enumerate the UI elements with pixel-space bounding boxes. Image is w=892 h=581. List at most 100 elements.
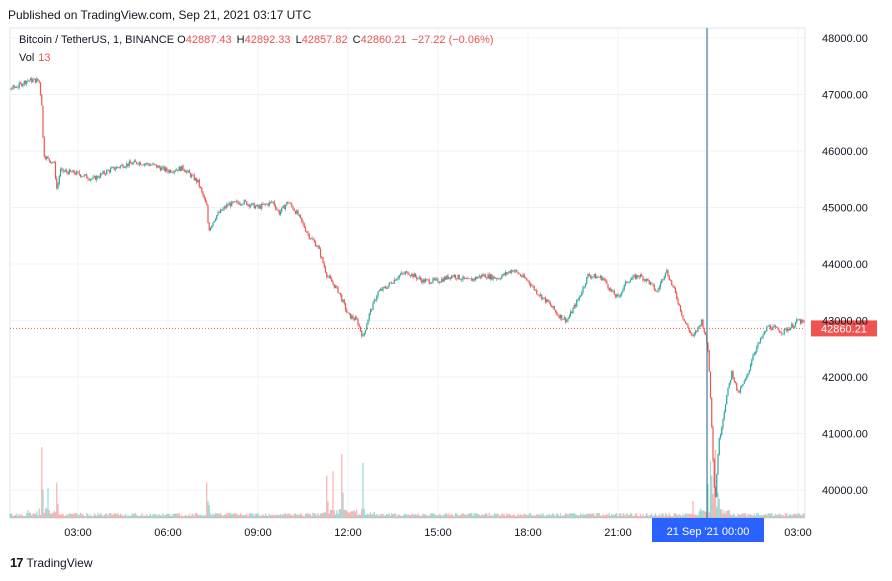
volume-bar [348,512,350,518]
volume-bar [182,516,184,518]
volume-bar [242,514,244,518]
volume-bar [784,513,787,518]
candle-body [633,275,635,276]
volume-bar [288,513,290,518]
candle-body [136,161,138,164]
candle-body [537,294,539,295]
candle-body [124,166,127,168]
candle-body [584,283,587,287]
candle-body [739,387,742,393]
volume-bar [283,513,285,518]
volume-bar [731,515,733,518]
volume-bar [399,515,402,518]
candle-body [684,321,687,324]
volume-bar [717,492,719,518]
candle-body [773,326,775,327]
candle-body [499,278,502,280]
volume-bar [563,515,565,518]
volume-bar [96,515,98,518]
candle-body [316,246,318,247]
volume-bar [383,515,385,518]
candle-body [14,87,17,88]
volume-bar [801,515,803,518]
candle-body [541,294,543,300]
candle-body [373,299,375,303]
volume-bar [544,516,547,518]
volume-bar [586,513,588,518]
volume-bar [293,513,295,518]
volume-bar [43,513,45,518]
candle-body [566,320,568,322]
candle-body [479,275,482,278]
volume-bar [304,513,307,518]
candle-body [333,283,335,288]
volume-bar [94,514,97,518]
volume-bar [57,503,59,518]
candle-body [237,201,239,203]
volume-bar [296,514,298,518]
candle-body [696,331,698,332]
candle-body [89,179,92,181]
candle-body [652,283,654,286]
volume-bar [576,514,578,518]
candle-body [109,168,112,173]
candle-body [592,276,594,277]
candle-body [456,278,458,279]
candle-body [412,273,414,278]
volume-bar [66,514,68,518]
candle-body [58,176,60,185]
volume-bar [689,513,692,518]
volume-bar [709,461,712,518]
volume-bar [236,513,238,518]
candle-body [734,381,737,383]
candle-body [352,315,354,319]
volume-bar [632,515,634,518]
volume-bar [274,514,277,518]
time-tick-label: 03:00 [64,527,92,539]
candle-body [783,328,785,334]
volume-bar [677,515,679,518]
candle-body [591,276,593,278]
candle-body [622,289,624,292]
candle-body [731,371,733,381]
volume-bar [581,514,583,518]
volume-bar [183,515,185,518]
volume-bar [301,514,303,518]
volume-bar [658,513,660,518]
volume-bar [579,513,582,518]
volume-bar [649,514,652,518]
candle-body [96,175,98,180]
candle-body [671,280,673,285]
volume-bar [442,514,444,518]
volume-bar [412,513,414,518]
candle-body [526,278,528,281]
volume-bar [262,514,264,518]
volume-bar [126,516,128,518]
candlestick-chart[interactable]: 42860.21 21 Sep '21 00:00 48000.00 47000.0… [0,0,892,551]
volume-bar [216,513,218,518]
candle-body [549,302,552,306]
volume-bar [131,514,133,518]
candle-body [504,272,507,275]
volume-bar [294,513,297,518]
candle-body [231,201,233,207]
volume-bar [799,514,802,518]
volume-bar [173,513,175,518]
candle-body [284,205,287,210]
volume-bar [557,513,559,518]
volume-bar [151,516,153,518]
candle-body [304,227,307,232]
volume-bar [137,515,139,518]
candle-body [366,324,368,331]
candle-body [493,276,495,279]
volume-bar [64,515,67,518]
volume-bar [18,513,20,518]
volume-bar [767,513,769,518]
candle-body [273,201,275,206]
candle-body [127,163,129,166]
candle-body [703,327,705,333]
volume-bar [642,514,644,518]
volume-bar [24,515,27,518]
candle-body [798,319,800,321]
candle-body [558,315,560,319]
